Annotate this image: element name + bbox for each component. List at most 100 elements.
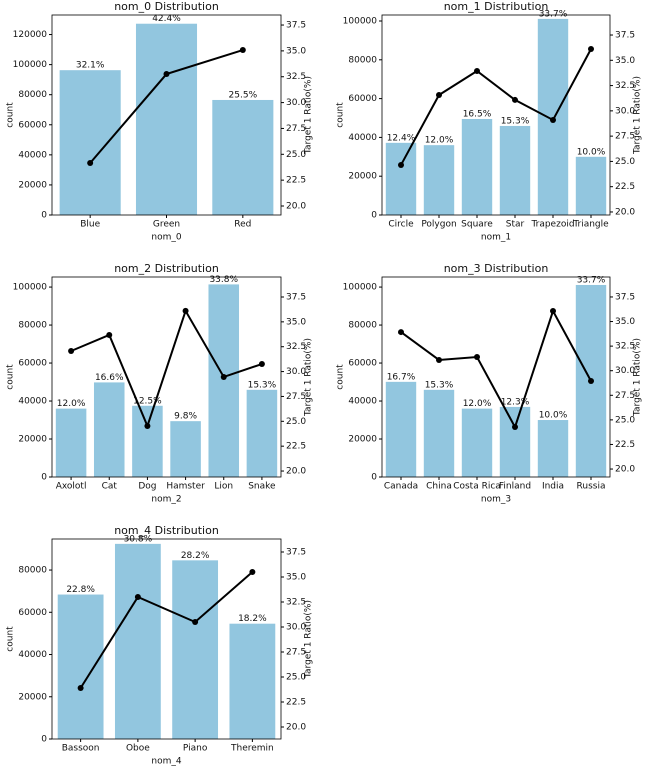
y2-tick-label: 22.5: [286, 442, 306, 452]
y-axis-label: count: [336, 102, 346, 128]
y2-axis-label: Target 1 Ratio(%): [304, 76, 314, 155]
y-tick-label: 100000: [13, 283, 48, 293]
x-tick-label: Russia: [577, 482, 606, 492]
y-tick-label: 20000: [348, 435, 377, 445]
chart-title: nom_1 Distribution: [444, 0, 549, 13]
y-tick-label: 40000: [348, 397, 377, 407]
line-point: [474, 68, 480, 75]
line-point: [512, 96, 518, 103]
chart-title: nom_0 Distribution: [114, 0, 219, 13]
x-tick-label: Oboe: [126, 744, 150, 754]
line-point: [512, 424, 518, 431]
x-tick-label: Lion: [214, 482, 233, 492]
x-tick-label: Hamster: [166, 482, 205, 492]
line: [70, 308, 263, 429]
y2-axis-label: Target 1 Ratio(%): [633, 338, 643, 417]
bar: [537, 18, 569, 215]
y-axis-label: count: [6, 364, 16, 390]
bar: [55, 408, 87, 477]
y-tick-label: 120000: [13, 30, 48, 40]
axes-frame: [51, 538, 282, 740]
y2-tick-label: 22.5: [286, 176, 306, 186]
line-point: [398, 329, 404, 336]
y2-tick-label: 35.0: [286, 46, 306, 56]
y-tick-label: 100000: [343, 283, 378, 293]
y2-tick-label: 27.5: [615, 132, 635, 142]
bar-label: 33.7%: [577, 275, 606, 285]
bar: [499, 125, 531, 215]
bar: [57, 594, 104, 739]
y2-tick-label: 30.0: [615, 106, 635, 116]
bar: [499, 406, 531, 477]
y2-axis-label: Target 1 Ratio(%): [633, 76, 643, 155]
y2-tick-label: 25.0: [286, 417, 306, 427]
y-tick-label: 80000: [18, 90, 47, 100]
y2-tick-label: 30.0: [286, 623, 306, 633]
line-point: [550, 308, 556, 315]
bar: [461, 118, 493, 215]
y2-tick-label: 27.5: [286, 124, 306, 134]
y-tick-label: 20000: [18, 692, 47, 702]
x-tick-label: India: [542, 482, 564, 492]
y-tick-label: 20000: [18, 180, 47, 190]
y-tick-label: 40000: [18, 397, 47, 407]
y2-tick-label: 30.0: [286, 98, 306, 108]
y-tick-label: 20000: [348, 172, 377, 182]
x-axis-label: nom_4: [151, 757, 181, 767]
bar-label: 12.5%: [133, 396, 162, 406]
y2-tick-label: 25.0: [615, 157, 635, 167]
x-tick-label: Theremin: [230, 744, 274, 754]
line: [400, 48, 592, 166]
bar-label: 10.0%: [577, 147, 606, 157]
x-tick-label: Dog: [138, 482, 156, 492]
y-tick-label: 60000: [18, 608, 47, 618]
y-axis-label: count: [336, 364, 346, 390]
y-tick-label: 40000: [18, 650, 47, 660]
x-tick-label: China: [426, 482, 452, 492]
bar-label: 10.0%: [539, 411, 568, 421]
x-tick-label: Canada: [384, 482, 418, 492]
x-axis-label: nom_2: [151, 495, 181, 505]
y2-tick-label: 20.0: [286, 723, 306, 733]
axes-frame: [381, 14, 611, 216]
bar-label: 16.6%: [95, 373, 124, 383]
line-point: [220, 373, 227, 380]
line-point: [87, 159, 94, 166]
x-tick-label: Square: [461, 220, 493, 230]
bar-label: 12.0%: [463, 399, 492, 409]
y-tick-label: 0: [371, 473, 377, 483]
x-tick-label: Cat: [102, 482, 118, 492]
y2-tick-label: 25.0: [286, 673, 306, 683]
line-point: [134, 594, 141, 600]
y2-tick-label: 22.5: [615, 440, 635, 450]
y-tick-label: 60000: [348, 359, 377, 369]
bar-label: 18.2%: [238, 614, 267, 624]
line: [79, 571, 254, 689]
y2-tick-label: 27.5: [615, 391, 635, 401]
x-tick-label: Circle: [388, 220, 414, 230]
bar: [229, 623, 276, 739]
y-axis-label: count: [6, 626, 16, 652]
x-tick-label: Piano: [183, 744, 208, 754]
axes-frame: [51, 14, 282, 216]
line-point: [474, 354, 480, 361]
bar-label: 42.4%: [152, 14, 181, 24]
line-point: [163, 71, 170, 78]
y2-axis-label: Target 1 Ratio(%): [304, 600, 314, 679]
chart-title: nom_4 Distribution: [114, 524, 219, 537]
line-point: [398, 161, 404, 168]
y2-tick-label: 20.0: [286, 202, 306, 212]
bar: [212, 99, 274, 215]
y2-tick-label: 25.0: [615, 415, 635, 425]
y2-axis-label: Target 1 Ratio(%): [304, 338, 314, 417]
y2-tick-label: 25.0: [286, 150, 306, 160]
bar: [59, 70, 121, 215]
y-tick-label: 80000: [348, 55, 377, 65]
line-point: [249, 569, 256, 575]
x-tick-label: Green: [153, 220, 180, 230]
y2-tick-label: 27.5: [286, 648, 306, 658]
y-tick-label: 0: [41, 211, 47, 221]
bar-label: 16.5%: [463, 109, 492, 119]
bar: [208, 284, 240, 477]
bar: [246, 389, 278, 477]
